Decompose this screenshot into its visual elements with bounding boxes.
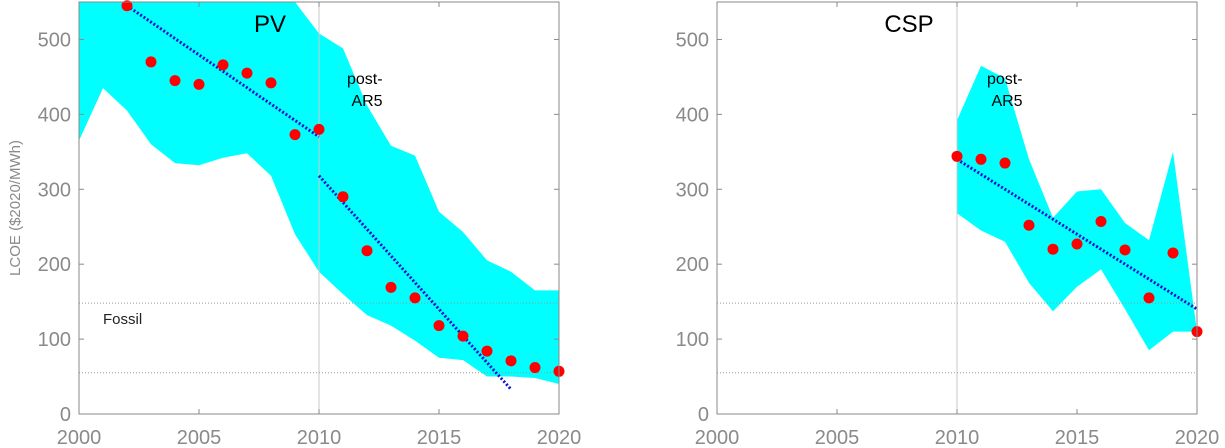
pv-data-point — [241, 67, 253, 79]
pv-data-point — [313, 123, 325, 135]
pv-y-tick-label: 400 — [38, 104, 71, 126]
pv-data-point — [121, 0, 133, 12]
pv-y-tick-label: 0 — [60, 404, 71, 426]
csp-trend-line-0 — [956, 158, 1198, 311]
csp-x-tick-label: 2020 — [1175, 427, 1220, 448]
pv-data-point — [361, 245, 373, 257]
csp-x-tick-label: 2005 — [815, 427, 860, 448]
pv-x-tick-label: 2015 — [417, 427, 462, 448]
csp-x-tick-label: 2015 — [1055, 427, 1100, 448]
pv-y-tick-label: 500 — [38, 29, 71, 51]
csp-x-tick-label: 2000 — [695, 427, 740, 448]
csp-y-tick-label: 300 — [676, 179, 709, 201]
pv-data-point — [193, 78, 205, 90]
csp-x-tick-label: 2010 — [935, 427, 980, 448]
fossil-label: Fossil — [103, 311, 142, 328]
csp-post-ar5-line: AR5 — [991, 93, 1022, 110]
csp-data-point — [975, 153, 987, 165]
csp-title: CSP — [884, 11, 933, 38]
csp-data-point — [1119, 244, 1131, 256]
pv-data-point — [145, 56, 157, 68]
pv-x-tick-label: 2020 — [537, 427, 582, 448]
pv-data-point — [409, 292, 421, 304]
csp-data-point — [1023, 219, 1035, 231]
csp-data-point — [999, 157, 1011, 169]
pv-data-point — [529, 362, 541, 374]
csp-y-tick-label: 400 — [676, 104, 709, 126]
pv-trend-line-0 — [126, 4, 320, 139]
pv-data-point — [289, 129, 301, 141]
csp-post-ar5-line: post- — [987, 71, 1023, 88]
pv-x-tick-label: 2005 — [177, 427, 222, 448]
csp-post-ar5-label: post- AR5 — [987, 71, 1027, 110]
pv-post-ar5-line: post- — [347, 71, 383, 88]
pv-y-tick-label: 300 — [38, 179, 71, 201]
y-axis-label: LCOE ($2020/MWh) — [7, 140, 24, 276]
csp-y-tick-label: 100 — [676, 329, 709, 351]
pv-y-tick-label: 100 — [38, 329, 71, 351]
csp-data-point — [1071, 238, 1083, 250]
pv-post-ar5-label: post- AR5 — [347, 71, 387, 110]
csp-data-point — [1095, 215, 1107, 227]
pv-data-point — [169, 75, 181, 87]
csp-data-point — [951, 150, 963, 162]
csp-data-point — [1143, 292, 1155, 304]
csp-y-tick-label: 0 — [698, 404, 709, 426]
pv-x-tick-label: 2010 — [297, 427, 342, 448]
pv-y-tick-label: 200 — [38, 254, 71, 276]
pv-data-point — [385, 281, 397, 293]
pv-title: PV — [254, 11, 286, 38]
pv-data-point — [217, 59, 229, 71]
pv-post-ar5-line: AR5 — [351, 93, 382, 110]
pv-data-point — [481, 345, 493, 357]
pv-data-point — [505, 355, 517, 367]
pv-data-point — [457, 330, 469, 342]
pv-x-tick-label: 2000 — [57, 427, 102, 448]
csp-range-band — [957, 65, 1197, 351]
pv-data-point — [265, 77, 277, 89]
pv-data-point — [337, 191, 349, 203]
pv-panel: PV Fossil 0 100 200 300 400 500 2000 2005 2010 20… — [38, 0, 582, 448]
csp-data-point — [1167, 247, 1179, 259]
csp-data-point — [1047, 243, 1059, 255]
pv-data-point — [433, 320, 445, 332]
csp-y-tick-label: 500 — [676, 29, 709, 51]
csp-y-tick-label: 200 — [676, 254, 709, 276]
csp-panel: CSP 0 100 200 300 400 500 2000 2005 2010 2015 2020… — [676, 1, 1220, 448]
